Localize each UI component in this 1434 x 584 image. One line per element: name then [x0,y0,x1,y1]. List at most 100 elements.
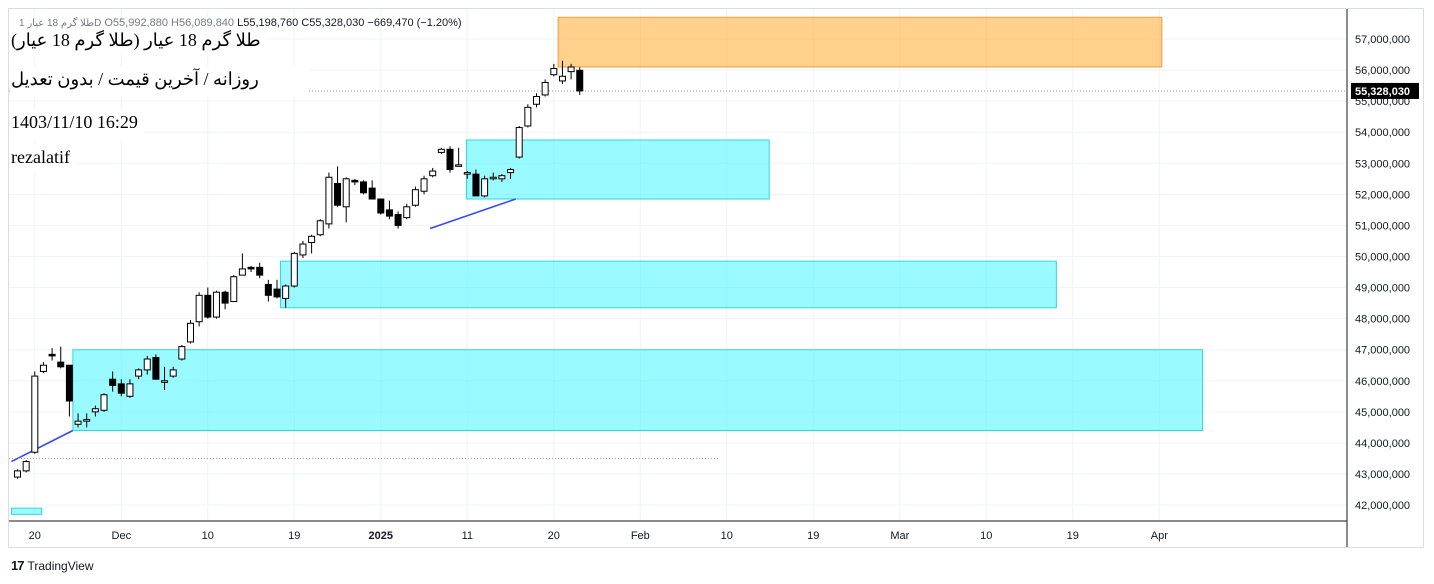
y-tick-label: 45,000,000 [1355,407,1410,419]
y-tick-label: 57,000,000 [1355,34,1410,46]
y-tick-label: 46,000,000 [1355,376,1410,388]
candle-body [178,346,186,360]
tradingview-icon: 17 [11,558,25,573]
candle-body [256,266,264,276]
candle-body [334,182,342,206]
candle-body [403,206,411,219]
candle-body [455,164,463,167]
tradingview-logo[interactable]: 17 TradingView [11,558,94,573]
candle-body [65,364,73,402]
x-tick-label: Apr [1151,530,1168,542]
candle-body [187,322,194,343]
y-tick-label: 50,000,000 [1355,251,1410,263]
candle-body [264,283,272,296]
y-tick-label: 42,000,000 [1355,500,1410,512]
change-value: −669,470 (−1.20%) [367,17,462,29]
candle-body [273,288,281,298]
candle-body [152,356,160,380]
candle-body [83,419,91,422]
candle-body [135,369,143,377]
x-tick-label: 11 [462,530,473,542]
low-value: L55,198,760 [237,17,299,29]
trend-line[interactable] [429,198,517,230]
candle-body [308,235,316,244]
candle-body [558,75,566,82]
candle-body [507,168,515,174]
candle-body [394,214,402,226]
candle-body [420,178,428,192]
candle-body [31,375,39,453]
candle-body [446,148,454,170]
candle-body [342,178,350,208]
candle-body [290,252,298,287]
symbol-label: طلا گرم 18 عیار 1D [19,18,102,29]
tradingview-label: TradingView [27,558,94,573]
candle-body [429,170,437,177]
candle-body [22,461,30,472]
candle-body [316,220,324,236]
candle-body [91,408,99,413]
chart-author: rezalatif [11,145,76,172]
price-chart[interactable]: 57,000,000 56,000,000 55,000,000 54,000,000… [9,9,1423,547]
candle-body [325,176,333,225]
cyan-zone[interactable] [10,507,43,515]
candle-body [126,383,134,397]
candle-body [204,294,212,318]
candle-body [169,369,177,377]
candle-body [247,266,255,270]
y-tick-label: 51,000,000 [1355,220,1410,232]
y-tick-label: 44,000,000 [1355,438,1410,450]
y-tick-label: 52,000,000 [1355,189,1410,201]
x-tick-label: 20 [29,530,41,542]
candle-body [117,383,125,394]
cyan-zone[interactable] [279,260,1057,309]
candle-body [282,285,290,299]
candle-body [221,291,229,304]
high-value: H56,089,840 [171,17,235,29]
candle-body [411,189,419,206]
candle-body [368,187,376,200]
x-tick-label: 10 [980,530,992,542]
candle-body [143,358,151,371]
open-value: O55,992,880 [104,17,168,29]
candle-body [109,378,117,386]
cyan-zone[interactable] [72,349,1204,431]
candle-body [498,175,506,180]
price-tag-bg [1351,82,1419,99]
trend-line[interactable] [11,429,74,463]
candle-body [377,198,385,214]
candle-body [550,68,558,76]
chart-datetime: 1403/11/10 16:29 [11,110,144,139]
candle-body [212,291,220,318]
candle-body [14,470,21,478]
close-value: C55,328,030 [301,17,365,29]
x-tick-label: Feb [631,530,650,542]
candle-body [195,294,203,323]
candle-body [351,179,359,183]
ohlc-header: طلا گرم 18 عیار 1D O55,992,880 H56,089,8… [19,17,462,29]
x-tick-label: Mar [890,530,909,542]
x-tick-label: 10 [202,530,214,542]
candle-body [100,394,108,411]
chart-subtitle: روزانه / آخرین قیمت / بدون تعدیل [11,67,309,96]
x-tick-label: 19 [288,530,300,542]
chart-title: (طلا گرم 18 عیار (طلا گرم 18 عیار [11,29,265,54]
candle-body [437,148,445,153]
orange-zone[interactable] [557,16,1163,68]
y-tick-label: 53,000,000 [1355,158,1410,170]
candle-body [74,420,82,425]
chart-frame: 57,000,000 56,000,000 55,000,000 54,000,000… [8,8,1424,548]
candle-body [576,69,584,92]
x-tick-label: 20 [548,530,560,542]
candle-body [161,380,169,383]
candlesticks [14,60,584,479]
axes: 57,000,000 56,000,000 55,000,000 54,000,000… [9,9,1419,547]
y-tick-label: 56,000,000 [1355,65,1410,77]
x-tick-label: 10 [721,530,733,542]
x-tick-label: 19 [807,530,819,542]
candle-body [48,353,56,357]
price-zones [10,16,1204,515]
x-tick-label: 2025 [369,530,393,542]
y-tick-label: 49,000,000 [1355,283,1410,295]
y-tick-label: 47,000,000 [1355,345,1410,357]
